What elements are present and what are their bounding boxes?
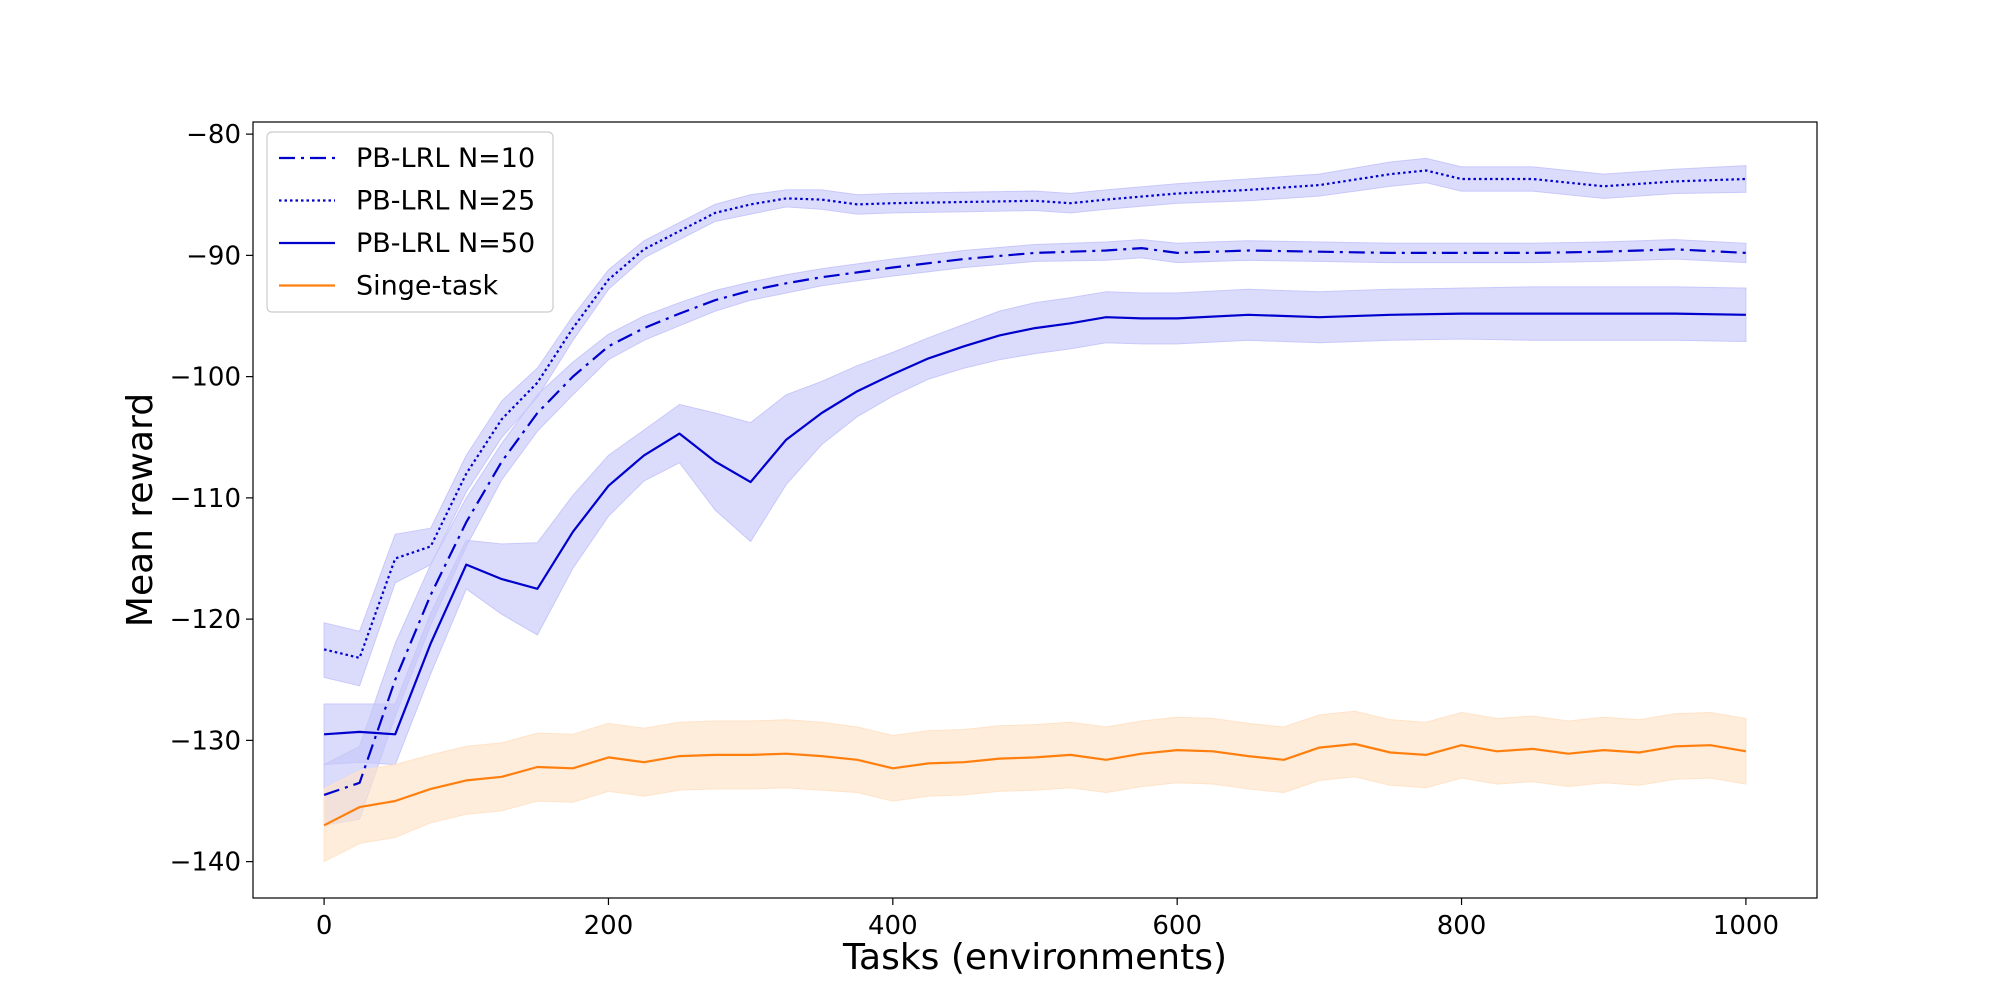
x-tick-label: 800	[1437, 911, 1487, 941]
y-tick-label: −120	[170, 605, 241, 635]
band-singe-task	[323, 710, 1747, 863]
series-line-singe-task	[323, 742, 1747, 827]
x-tick-label: 400	[868, 911, 918, 941]
legend-items: PB-LRL N=10 PB-LRL N=25 PB-LRL N=50 Singe-t…	[279, 143, 535, 302]
x-tick-label: 200	[584, 911, 634, 941]
y-tick-label: −140	[170, 848, 241, 878]
y-tick-label: −90	[186, 241, 241, 271]
plot-area-frame	[252, 121, 1818, 899]
y-tick-label: −130	[170, 726, 241, 756]
confidence-bands	[323, 157, 1747, 863]
y-axis-title: Mean reward	[120, 393, 161, 627]
y-tick-label: −80	[186, 120, 241, 150]
series-line-pb-lrl-n-25	[323, 169, 1746, 660]
y-tick-label: −110	[170, 484, 241, 514]
x-axis-ticks: 0 200 400 600 800 1000	[316, 898, 1779, 941]
band-pb-lrl-n-10	[323, 239, 1747, 826]
band-pb-lrl-n-25	[323, 157, 1747, 687]
x-axis-title: Tasks (environments)	[842, 937, 1227, 978]
x-tick-label: 1000	[1713, 911, 1779, 941]
legend-label-pb-lrl-n-25: PB-LRL N=25	[356, 186, 535, 217]
legend-label-pb-lrl-n-10: PB-LRL N=10	[356, 143, 535, 174]
legend-label-singe-task: Singe-task	[356, 271, 498, 302]
y-tick-label: −100	[170, 363, 241, 393]
y-axis-ticks: −80 −90 −100 −110 −120 −130 −140	[170, 120, 253, 878]
series-line-pb-lrl-n-50	[324, 312, 1746, 736]
band-pb-lrl-n-50	[323, 286, 1747, 766]
legend-box	[266, 131, 554, 313]
series-lines	[323, 169, 1747, 827]
legend: PB-LRL N=10 PB-LRL N=25 PB-LRL N=50 Singe-t…	[266, 131, 554, 313]
series-line-pb-lrl-n-10	[323, 247, 1746, 796]
x-tick-label: 0	[316, 911, 333, 941]
x-tick-label: 600	[1152, 911, 1202, 941]
legend-label-pb-lrl-n-50: PB-LRL N=50	[356, 228, 535, 259]
